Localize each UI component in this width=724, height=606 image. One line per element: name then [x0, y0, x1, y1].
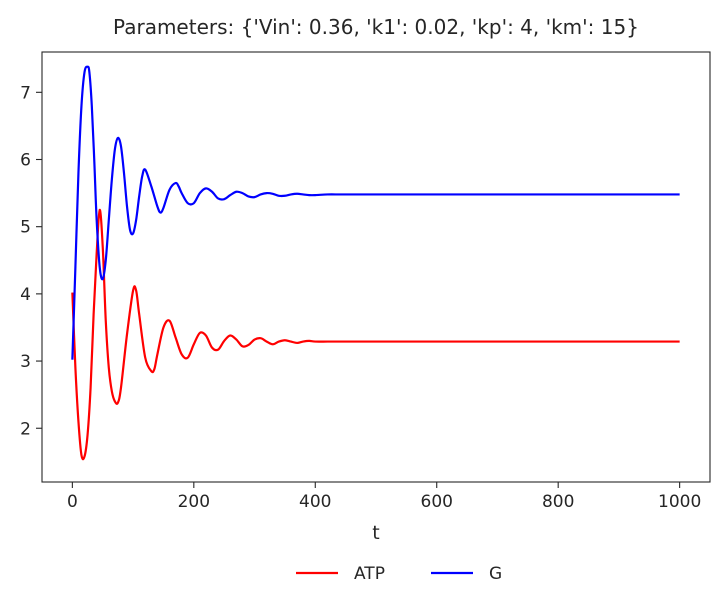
plot-frame	[41, 51, 711, 483]
y-tick-label: 2	[20, 419, 31, 439]
x-tick-label: 400	[299, 492, 331, 512]
x-axis: 0 200 400 600 800 1000	[67, 482, 701, 512]
x-axis-label: t	[372, 522, 379, 544]
x-tick-label: 1000	[658, 492, 701, 512]
x-tick-label: 600	[421, 492, 453, 512]
legend-label: G	[489, 564, 502, 584]
legend-item-atp[interactable]: ATP	[296, 564, 385, 584]
legend-label: ATP	[354, 564, 385, 584]
series-line-atp	[71, 208, 680, 461]
series-line-g	[71, 65, 680, 360]
y-axis: 2 3 4 5 6 7	[20, 83, 42, 439]
legend[interactable]: ATP G	[296, 564, 502, 584]
x-tick-label: 800	[542, 492, 574, 512]
chart-title: Parameters: {'Vin': 0.36, 'k1': 0.02, 'k…	[113, 15, 639, 39]
y-tick-label: 5	[20, 218, 31, 238]
y-tick-label: 4	[20, 285, 31, 305]
y-tick-label: 3	[20, 352, 31, 372]
y-tick-label: 7	[20, 83, 31, 103]
x-tick-label: 0	[67, 492, 78, 512]
y-tick-label: 6	[20, 151, 31, 171]
x-tick-label: 200	[178, 492, 210, 512]
series-layer	[71, 65, 680, 461]
legend-item-g[interactable]: G	[431, 564, 502, 584]
